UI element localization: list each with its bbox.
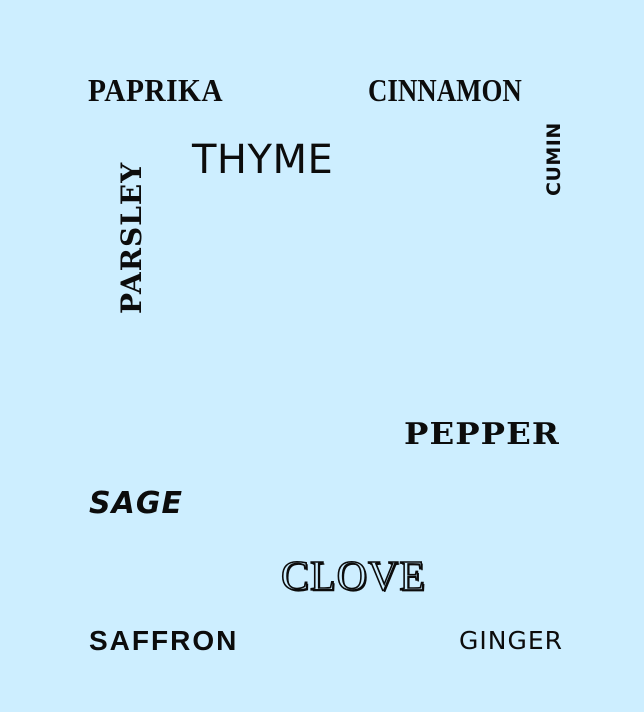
- word-ginger: GINGER: [459, 626, 563, 655]
- word-parsley: PARSLEY: [115, 161, 148, 314]
- word-clove: CLOVE: [280, 554, 426, 600]
- word-cumin: CUMIN: [543, 122, 565, 196]
- word-thyme: THYME: [192, 137, 334, 183]
- word-paprika: PAPRIKA: [88, 72, 224, 108]
- word-sage: SAGE: [89, 486, 183, 521]
- word-saffron: SAFFRON: [89, 625, 239, 656]
- word-pepper: PEPPER: [404, 417, 560, 452]
- word-cinnamon: CINNAMON: [368, 72, 522, 108]
